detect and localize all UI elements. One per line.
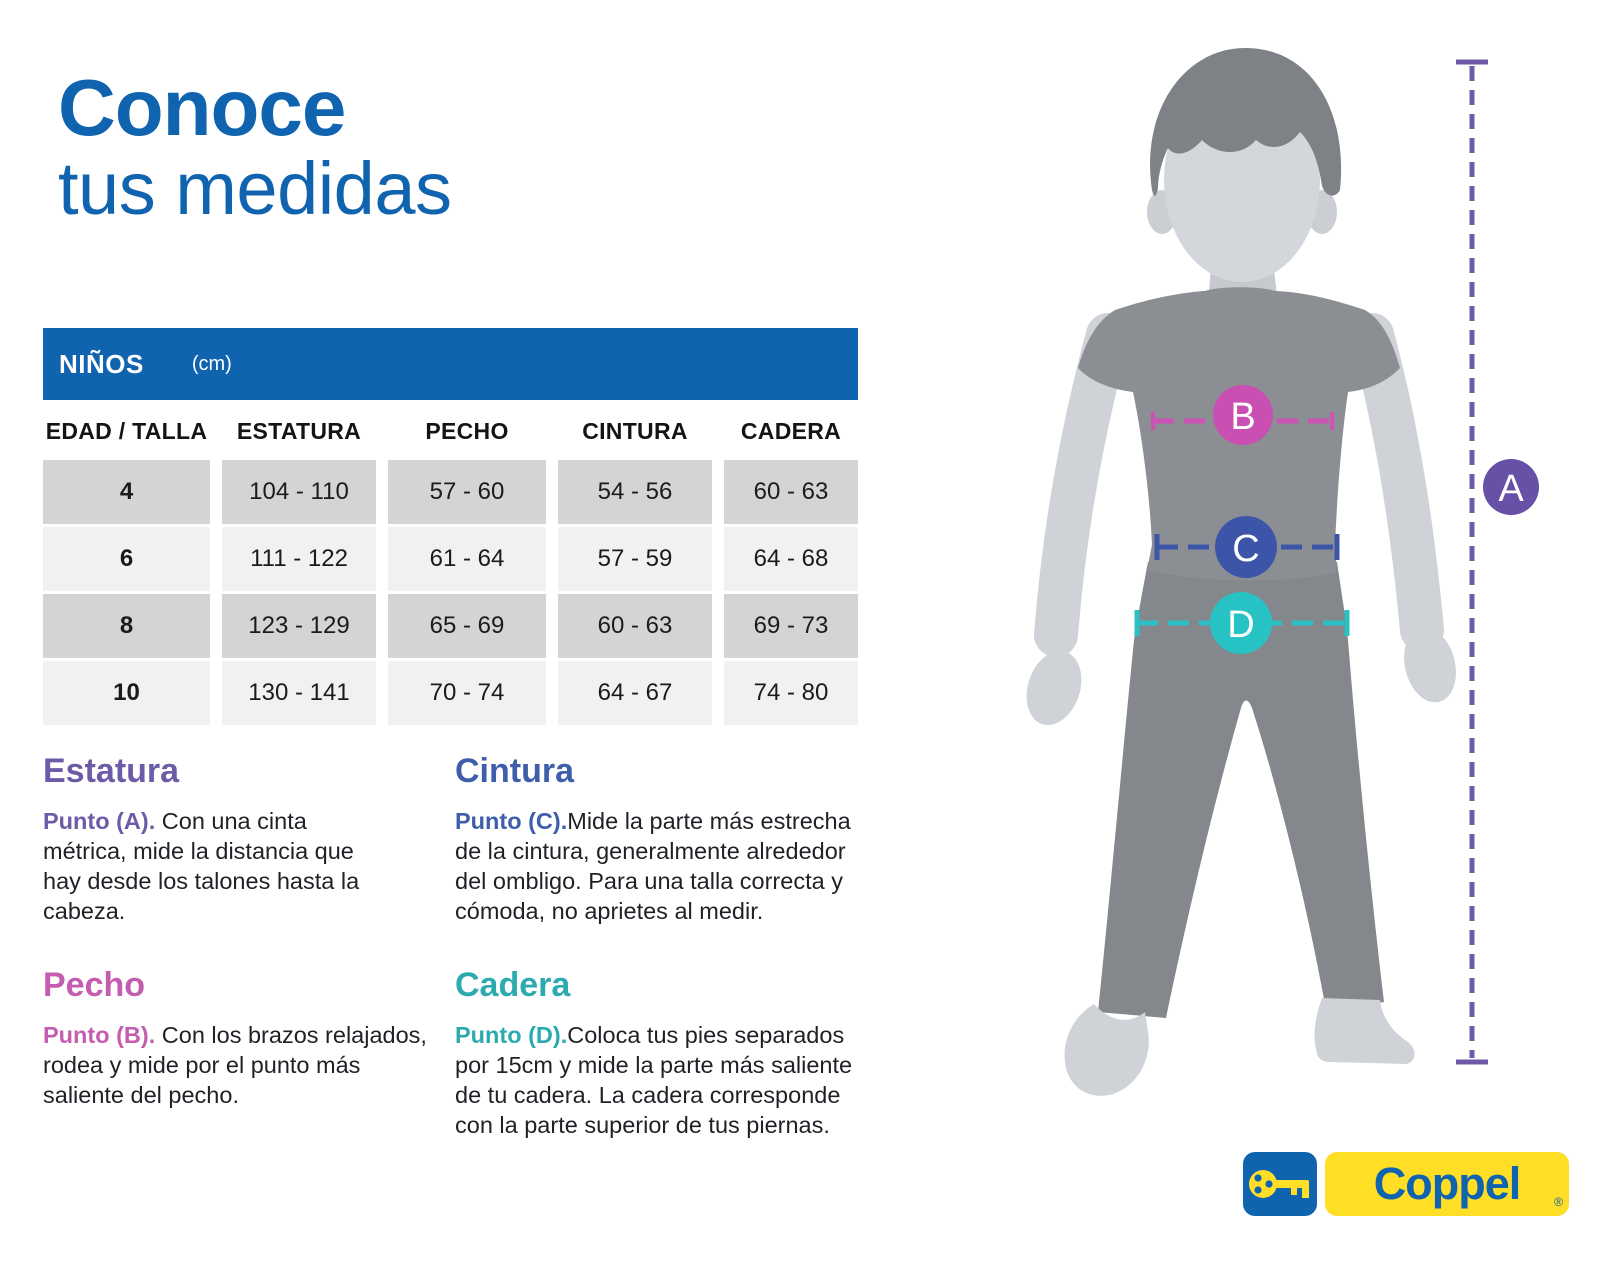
cell-cintura: 54 - 56: [558, 460, 712, 524]
table-body: 4 104 - 110 57 - 60 54 - 56 60 - 63 6 11…: [43, 460, 858, 725]
cell-talla: 4: [43, 460, 210, 524]
coppel-brand-text: Coppel: [1373, 1158, 1521, 1209]
size-table: NIÑOS (cm) EDAD / TALLA ESTATURA PECHO C…: [43, 328, 858, 728]
cell-talla: 8: [43, 594, 210, 658]
cell-estatura: 111 - 122: [222, 527, 376, 591]
legend-estatura-body: Con una cinta métrica, mide la distancia…: [43, 808, 360, 924]
column-header-edad-talla: EDAD / TALLA: [45, 417, 208, 444]
cell-pecho: 65 - 69: [388, 594, 546, 658]
legend-estatura-text: Punto (A). Con una cinta métrica, mide l…: [43, 806, 388, 926]
right-hand: [1404, 627, 1456, 703]
cell-cadera: 60 - 63: [724, 460, 858, 524]
marker-b-letter: B: [1230, 396, 1255, 438]
legend-cadera-lead: Punto (D).: [455, 1022, 568, 1048]
legend-pecho-title: Pecho: [43, 966, 146, 1004]
column-header-estatura: ESTATURA: [236, 417, 362, 444]
column-header-pecho: PECHO: [425, 417, 509, 444]
pants: [1098, 562, 1384, 1018]
legend-cintura: Cintura Punto (C).Mide la parte más estr…: [455, 752, 875, 926]
marker-b-circle: [1213, 385, 1273, 445]
legend-pecho-body: Con los brazos relajados, rodea y mide p…: [43, 1022, 427, 1108]
table-title: NIÑOS: [59, 348, 144, 379]
right-foot: [1314, 998, 1415, 1064]
legend-cadera: Cadera Punto (D).Coloca tus pies separad…: [455, 966, 883, 1140]
legend-estatura-title: Estatura: [43, 752, 180, 790]
left-hand: [1026, 650, 1082, 726]
coppel-key-icon: [1243, 1152, 1317, 1216]
table-row: 4 104 - 110 57 - 60 54 - 56 60 - 63: [43, 460, 858, 524]
marker-c-circle: [1215, 516, 1277, 578]
cell-cintura: 57 - 59: [558, 527, 712, 591]
cell-cadera: 74 - 80: [724, 661, 858, 725]
cell-cadera: 64 - 68: [724, 527, 858, 591]
legend-cintura-title: Cintura: [455, 752, 574, 790]
child-figure-svg: A B C: [1026, 48, 1539, 1096]
table-unit: (cm): [191, 352, 232, 375]
marker-d-letter: D: [1227, 604, 1254, 646]
legend-estatura: Estatura Punto (A). Con una cinta métric…: [43, 752, 388, 926]
table-title-band: NIÑOS (cm): [43, 328, 858, 400]
cell-cintura: 60 - 63: [558, 594, 712, 658]
left-foot: [1064, 1004, 1149, 1096]
cell-estatura: 123 - 129: [222, 594, 376, 658]
cell-pecho: 57 - 60: [388, 460, 546, 524]
measure-line-d: D: [1134, 592, 1350, 654]
column-header-cintura: CINTURA: [582, 417, 688, 444]
cell-talla: 10: [43, 661, 210, 725]
key-icon-svg: [1249, 1170, 1309, 1198]
page-title: Conoce tus medidas: [58, 63, 452, 230]
table-header-row: EDAD / TALLA ESTATURA PECHO CINTURA CADE…: [43, 402, 858, 460]
coppel-wordmark: Coppel ®: [1325, 1152, 1569, 1216]
legend-cintura-text: Punto (C).Mide la parte más estrecha de …: [455, 806, 875, 926]
title-line-1: Conoce: [58, 63, 346, 152]
legend-cintura-lead: Punto (C).: [455, 808, 568, 834]
legend-cadera-body: Coloca tus pies separados por 15cm y mid…: [455, 1022, 853, 1138]
marker-c-letter: C: [1232, 528, 1259, 570]
cell-pecho: 70 - 74: [388, 661, 546, 725]
child-figure: A B C: [990, 40, 1570, 1120]
cell-pecho: 61 - 64: [388, 527, 546, 591]
marker-d-circle: [1210, 592, 1272, 654]
cell-cadera: 69 - 73: [724, 594, 858, 658]
marker-a-circle: [1483, 459, 1539, 515]
measure-line-c: C: [1154, 516, 1340, 578]
cell-estatura: 104 - 110: [222, 460, 376, 524]
legend-pecho: Pecho Punto (B). Con los brazos relajado…: [43, 966, 438, 1110]
measure-line-a: A: [1456, 59, 1539, 1065]
hair: [1150, 48, 1342, 196]
measure-line-b: B: [1151, 385, 1334, 445]
legend-estatura-lead: Punto (A).: [43, 808, 156, 834]
cell-cintura: 64 - 67: [558, 661, 712, 725]
registered-mark: ®: [1554, 1195, 1563, 1209]
title-line-2: tus medidas: [58, 147, 452, 230]
column-header-cadera: CADERA: [740, 417, 842, 444]
cell-estatura: 130 - 141: [222, 661, 376, 725]
table-row: 10 130 - 141 70 - 74 64 - 67 74 - 80: [43, 661, 858, 725]
table-row: 8 123 - 129 65 - 69 60 - 63 69 - 73: [43, 594, 858, 658]
legend-pecho-text: Punto (B). Con los brazos relajados, rod…: [43, 1020, 438, 1110]
legend-cadera-text: Punto (D).Coloca tus pies separados por …: [455, 1020, 883, 1140]
coppel-logo: Coppel ®: [1243, 1152, 1569, 1216]
legend-pecho-lead: Punto (B).: [43, 1022, 156, 1048]
cell-talla: 6: [43, 527, 210, 591]
legend-cadera-title: Cadera: [455, 966, 571, 1004]
legend-cintura-body: Mide la parte más estrecha de la cintura…: [455, 808, 851, 924]
table-row: 6 111 - 122 61 - 64 57 - 59 64 - 68: [43, 527, 858, 591]
marker-a-letter: A: [1498, 468, 1524, 510]
